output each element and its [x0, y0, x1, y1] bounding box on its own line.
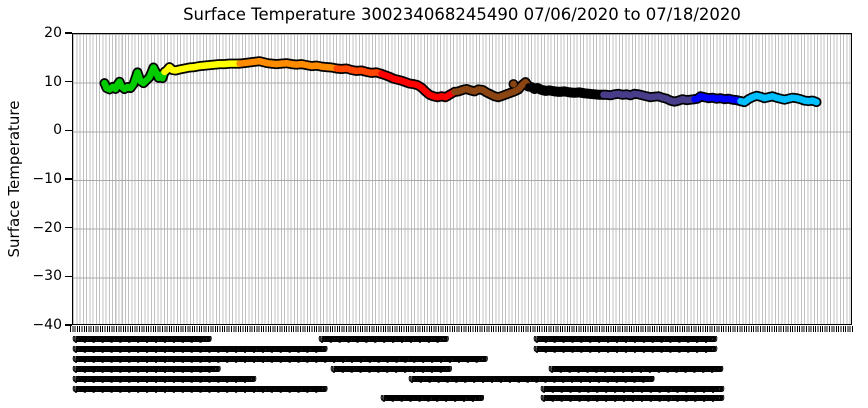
y-tick-mark	[65, 80, 72, 83]
day-brown	[451, 78, 532, 101]
day-red	[378, 70, 458, 101]
x-tick-labels-band: 07/06/2020 00:00:00 07/06/2020 00:00:00 …	[548, 366, 724, 374]
day-darkslateblue	[600, 90, 698, 105]
y-tick-mark	[65, 275, 72, 278]
x-tick-labels-band: 07/06/2020 00:00:00 07/06/2020 00:00:00 …	[318, 336, 450, 344]
x-tick-labels-band: 07/06/2020 00:00:00 07/06/2020 00:00:00 …	[380, 395, 485, 403]
day-deepskyblue	[737, 92, 820, 106]
x-tick-labels-band: 07/06/2020 00:00:00 07/06/2020 00:00:00 …	[72, 356, 489, 364]
x-tick-labels-band: 07/06/2020 00:00:00 07/06/2020 00:00:00 …	[330, 366, 453, 374]
y-tick-label: 0	[53, 122, 62, 139]
y-tick-label: −40	[32, 317, 62, 333]
plot-area	[72, 33, 852, 325]
y-tick-mark	[65, 32, 72, 34]
y-tick-label: −10	[32, 171, 62, 187]
x-tick-labels-band: 07/06/2020 00:00:00 07/06/2020 00:00:00 …	[540, 386, 725, 394]
x-tick-labels-band: 07/06/2020 00:00:00 07/06/2020 00:00:00 …	[540, 395, 725, 403]
x-tick-labels-band: 07/06/2020 00:00:00 07/06/2020 00:00:00 …	[533, 346, 718, 354]
x-tick-labels-band: 07/06/2020 00:00:00 07/06/2020 00:00:00 …	[72, 336, 212, 344]
y-tick-mark	[65, 226, 72, 229]
y-tick-mark	[65, 178, 72, 180]
day-orange	[236, 57, 340, 72]
x-tick-labels-band: 07/06/2020 00:00:00 07/06/2020 00:00:00 …	[408, 376, 655, 384]
day-blue	[691, 93, 744, 105]
y-tick-mark	[65, 129, 72, 132]
x-tick-labels-band: 07/06/2020 00:00:00 07/06/2020 00:00:00 …	[72, 346, 328, 354]
x-tick-labels-band: 07/06/2020 00:00:00 07/06/2020 00:00:00 …	[72, 366, 221, 374]
y-tick-mark	[65, 324, 72, 326]
temperature-series	[99, 56, 822, 108]
day-orangered	[333, 65, 385, 78]
day-yellow	[161, 60, 243, 76]
y-tick-label: −20	[32, 219, 62, 236]
x-tick-labels-band: 07/06/2020 00:00:00 07/06/2020 00:00:00 …	[533, 336, 718, 344]
chart-title: Surface Temperature 300234068245490 07/0…	[183, 5, 741, 24]
x-tick-labels-band: 07/06/2020 00:00:00 07/06/2020 00:00:00 …	[72, 376, 257, 384]
day-green	[101, 64, 168, 93]
x-tick-labels-band: 07/06/2020 00:00:00 07/06/2020 00:00:00 …	[72, 386, 328, 394]
x-axis-tick-comb	[70, 326, 854, 332]
y-tick-label: −30	[32, 268, 62, 285]
day-black	[525, 83, 607, 99]
y-tick-label: 20	[44, 25, 62, 41]
y-tick-label: 10	[44, 73, 62, 90]
